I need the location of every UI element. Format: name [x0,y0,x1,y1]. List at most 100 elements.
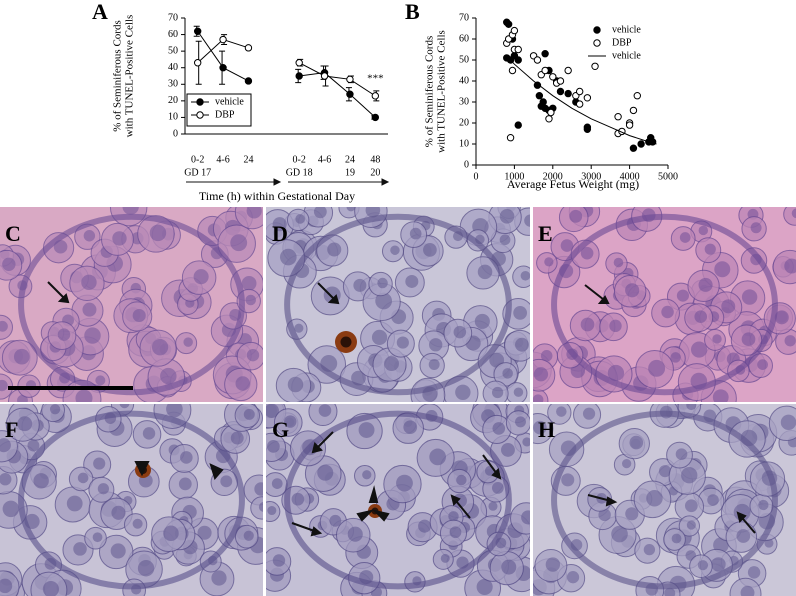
nucleus [271,478,283,489]
nucleus [670,352,681,363]
nucleus [448,511,459,522]
nucleus [151,339,169,356]
data-point [556,87,565,96]
nucleus [75,389,93,402]
nucleus [456,474,467,486]
nucleus [690,341,708,358]
nucleus [111,505,126,520]
legend-marker [196,98,204,106]
legend-label: DBP [215,109,235,120]
nucleus [230,431,244,445]
nucleus [757,359,768,370]
nucleus [598,508,611,522]
micrograph [533,207,796,402]
nucleus [17,416,33,432]
nucleus [502,368,513,379]
nucleus [390,245,400,255]
y-axis-label: with TUNEL-Positive Cells [436,30,448,153]
y-tick-label: 60 [459,33,469,44]
x-tick-label: 48 [370,154,380,165]
x-group-label: GD 17 [184,167,211,178]
y-tick-label: 10 [459,138,469,149]
nucleus [93,457,106,470]
nucleus [166,404,183,418]
x-axis-label: Time (h) within Gestational Day [199,189,355,203]
nucleus [704,243,716,255]
nucleus [622,459,632,469]
nucleus [42,580,59,596]
tissue [266,404,530,596]
cord-wall [18,213,245,396]
data-point [575,100,584,108]
nucleus [582,407,596,420]
nucleus [741,332,756,347]
nucleus [791,208,796,219]
nucleus [160,367,177,385]
y-axis-label: % of Seminiferous Cords [424,36,436,148]
y-tick-label: 0 [464,159,469,170]
nucleus [707,494,719,506]
nucleus [280,248,297,266]
panel-letter: F [5,417,18,442]
nucleus [648,359,666,377]
micrograph [0,404,263,596]
nucleus [149,224,167,242]
nucleus [318,404,332,417]
micrograph [266,207,530,402]
cord-wall [284,213,512,396]
nucleus [272,554,286,567]
nucleus [329,514,342,527]
nucleus [351,370,366,386]
data-point [547,108,555,117]
nucleus [2,500,20,518]
nucleus [449,526,462,539]
nucleus [515,337,529,352]
legend-marker [593,26,601,34]
nucleus [499,234,511,246]
data-point [510,26,519,35]
nucleus [429,448,446,466]
data-point [244,77,253,85]
nucleus [163,525,179,542]
nucleus [629,435,644,450]
data-point [506,134,515,142]
nucleus [405,274,419,288]
nucleus [409,227,422,240]
nucleus [49,404,61,415]
nucleus [2,257,16,271]
nucleus [613,257,624,268]
nucleus [180,451,193,464]
nucleus [83,230,96,242]
legend-label: DBP [612,37,632,48]
x-tick-label: 0-2 [191,154,204,165]
panel-letter: C [5,221,21,246]
cord-wall [551,410,778,590]
nucleus [362,470,372,480]
nucleus [625,507,639,521]
nucleus [365,207,381,218]
nucleus [66,495,83,512]
data-point [633,92,641,100]
nucleus [193,269,209,285]
chart: B % of Seminiferous Cords with TUNEL-Posit… [405,0,678,191]
y-tick-label: 10 [168,112,178,123]
y-tick-label: 30 [168,79,178,90]
nucleus [569,209,583,223]
y-tick-label: 70 [459,12,469,23]
nucleus [501,559,517,575]
y-tick-label: 0 [173,128,178,139]
nucleus [711,557,726,572]
legend-label: vehicle [612,24,641,35]
nucleus [784,335,796,347]
nucleus [57,328,71,341]
x-group-label: 20 [370,167,380,178]
tissue [266,207,530,402]
nucleus [440,553,450,563]
nucleus [560,239,574,252]
nucleus [580,246,594,260]
nucleus [284,415,297,428]
x-tick-label: 0-2 [293,154,306,165]
nucleus [540,350,553,362]
data-point [583,123,592,131]
